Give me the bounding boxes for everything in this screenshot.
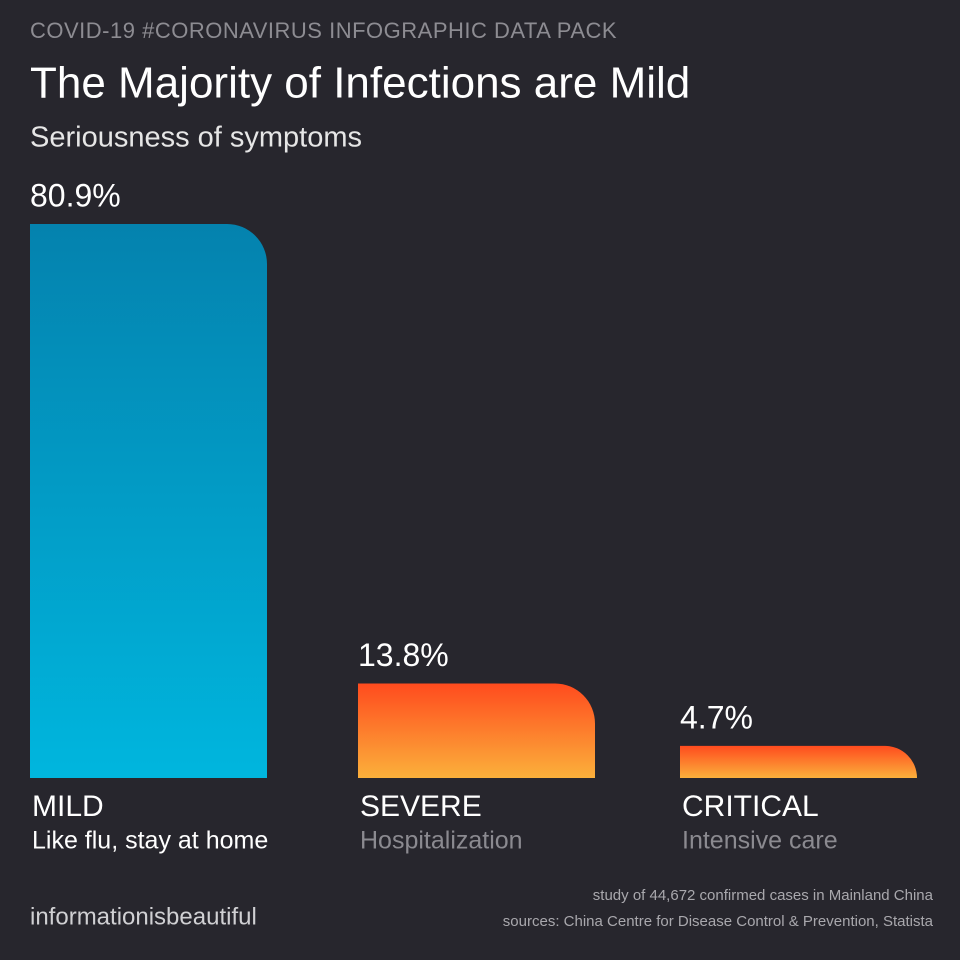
category-note: Intensive care	[682, 827, 838, 855]
bar	[358, 683, 595, 778]
bar	[680, 745, 917, 778]
chart-subtitle: Seriousness of symptoms	[30, 122, 362, 154]
category-note: Hospitalization	[360, 827, 523, 855]
category-label: SEVERE	[360, 790, 482, 823]
bar	[30, 224, 267, 778]
footnote: sources: China Centre for Disease Contro…	[503, 913, 934, 930]
value-label: 4.7%	[680, 699, 753, 735]
chart-title: The Majority of Infections are Mild	[30, 59, 690, 108]
category-label: CRITICAL	[682, 790, 819, 823]
value-label: 80.9%	[30, 177, 121, 213]
value-label: 13.8%	[358, 637, 449, 673]
footnote: study of 44,672 confirmed cases in Mainl…	[593, 887, 934, 904]
category-note: Like flu, stay at home	[32, 827, 268, 855]
header: COVID-19 #CORONAVIRUS INFOGRAPHIC DATA P…	[30, 18, 617, 43]
category-label: MILD	[32, 790, 104, 823]
brand: informationisbeautiful	[30, 903, 257, 930]
